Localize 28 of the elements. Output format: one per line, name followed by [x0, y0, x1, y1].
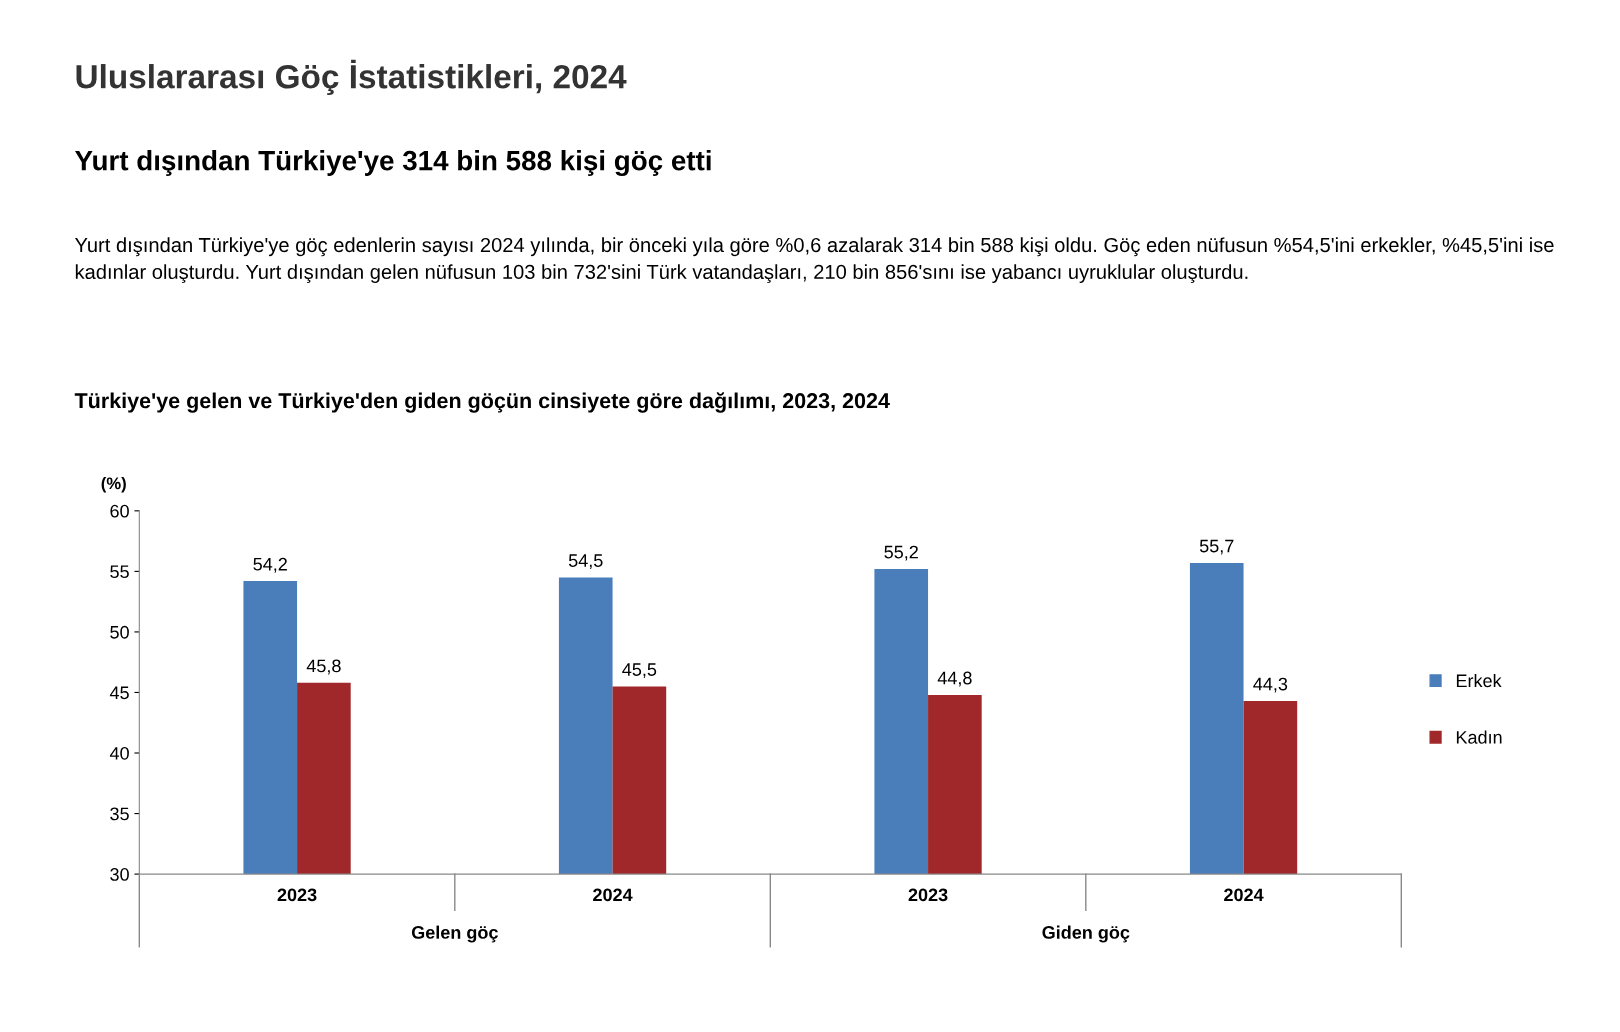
legend-label: Kadın — [1456, 730, 1502, 744]
y-tick-label: 30 — [110, 868, 129, 881]
legend-label: Erkek — [1456, 673, 1502, 688]
y-tick-label: 55 — [110, 565, 129, 579]
y-tick-label: 35 — [110, 807, 129, 821]
y-axis-title: (%) — [101, 476, 126, 493]
x-tick-label: 2023 — [908, 888, 948, 902]
text: Türkiye'ye gelen ve Türkiye'den giden göçün cinsiyete göre dağılımı, 2023, 2024 — [74, 392, 890, 413]
x-tick-label: 2024 — [1224, 888, 1264, 902]
text: 45,5 — [622, 663, 657, 679]
text: 44,8 — [937, 671, 972, 687]
text: 54,5 — [568, 554, 603, 570]
x-tick-label: 2024 — [593, 888, 633, 902]
text: 54,2 — [253, 557, 287, 573]
text: Giden göç — [1042, 925, 1130, 943]
x-tick-label: 2023 — [277, 888, 317, 902]
y-tick-label: 40 — [109, 746, 129, 760]
y-tick-label: 45 — [109, 686, 129, 700]
text: 55,2 — [884, 545, 918, 561]
text: 44,3 — [1253, 677, 1288, 693]
text: 45,8 — [306, 659, 341, 675]
text: Yurt dışından Türkiye'ye göç edenlerin sayısı 2024 yılında, bir önceki yıla göre %0,6 azalarak 314 bin 588 kişi oldu. Göç eden nüfusun %54,5'ini erkekler, %45,5'ini ise kadınlar oluşturdu. Yurt dışından gelen nüfusun 103 bin 732'sini Türk vatandaşları, 210 bin 856'sını ise yabancı uyruklular oluşturdu. — [74, 237, 1554, 284]
text: 55,7 — [1199, 539, 1234, 555]
chart-subtitle: Yurt dışından Türkiye'ye 314 bin 588 kişi göç etti — [74, 150, 711, 177]
y-tick-label: 60 — [110, 504, 129, 518]
chart-title: Uluslararası Göç İstatistikleri, 2024 — [76, 59, 627, 96]
y-tick-label: 50 — [110, 625, 129, 639]
text: Gelen göç — [411, 925, 498, 943]
